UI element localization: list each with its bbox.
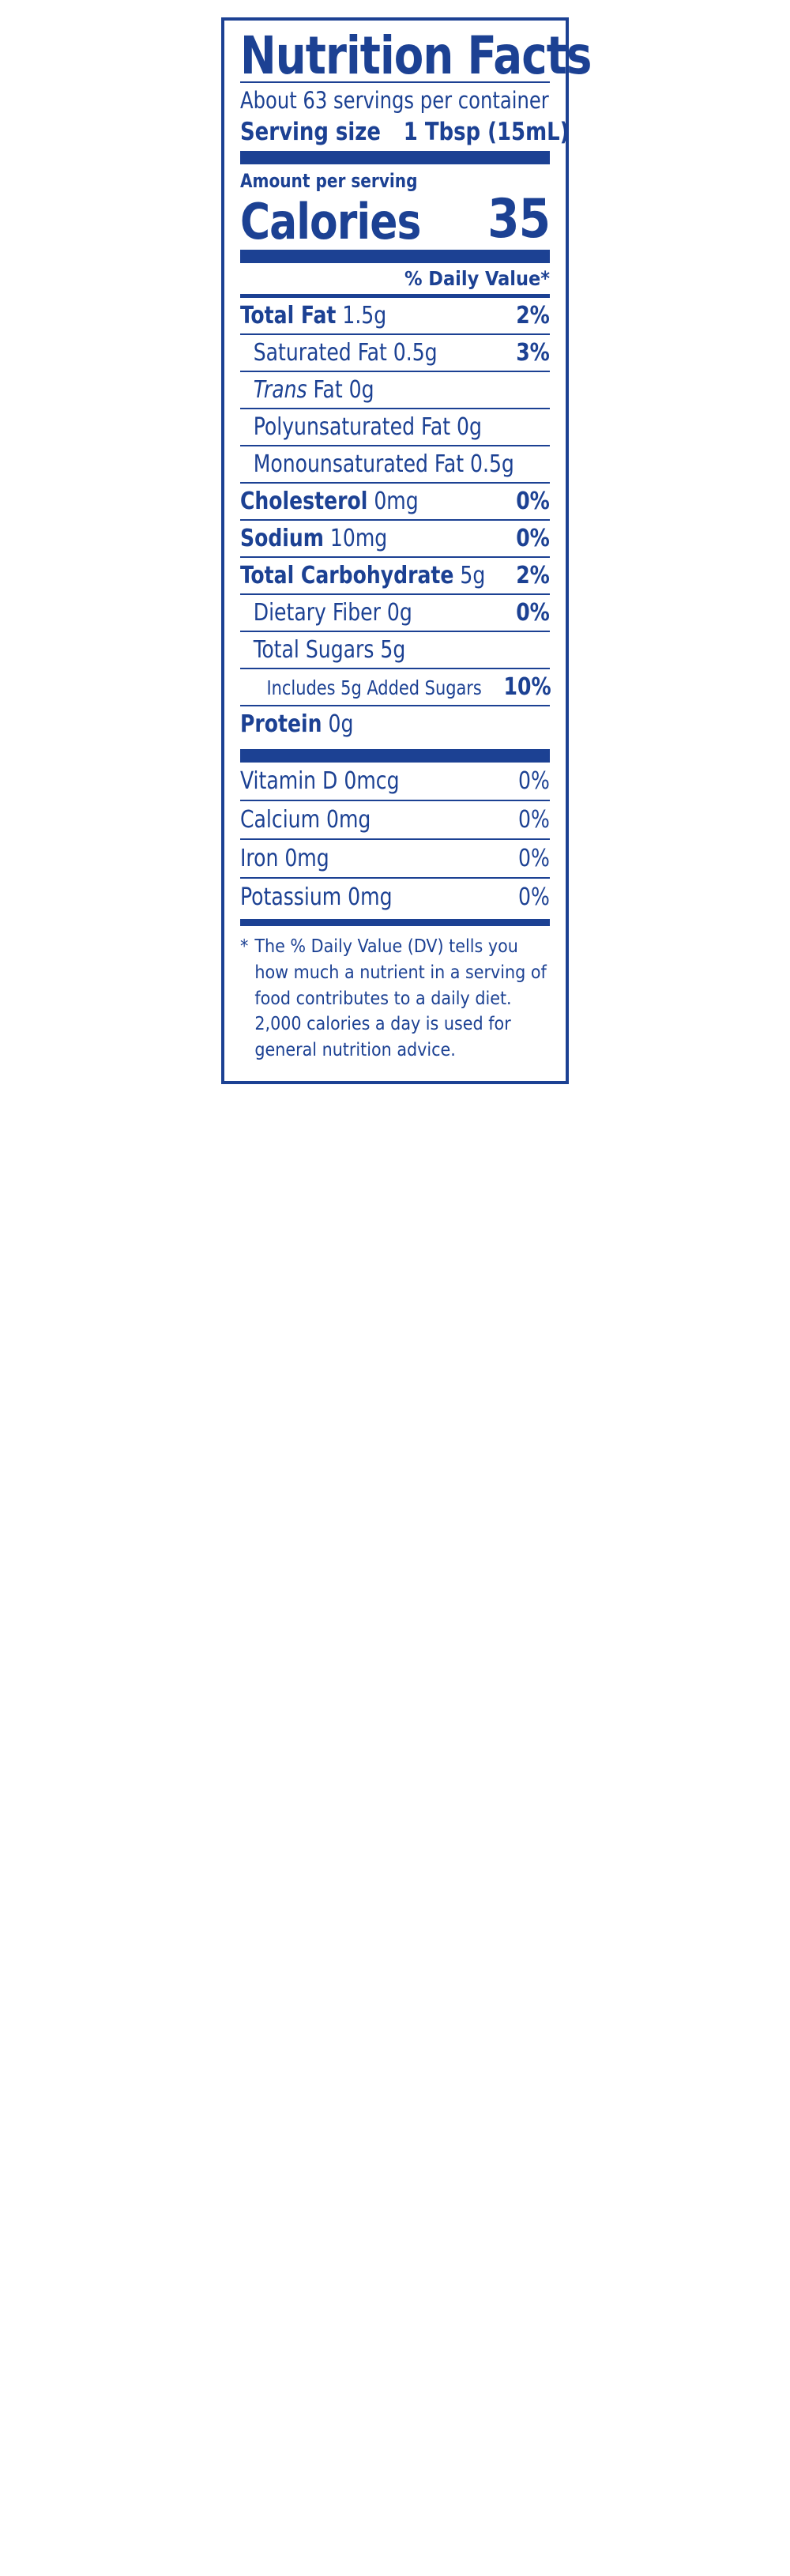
calories-thick-bar xyxy=(240,250,550,264)
calories-row: Calories 35 xyxy=(240,187,551,251)
nutrient-name: Sodium 10mg xyxy=(240,525,388,553)
nutrient-daily-value: 2% xyxy=(516,562,550,590)
nutrient-name: Dietary Fiber 0g xyxy=(253,599,412,627)
nutrient-row: Total Sugars 5g xyxy=(240,631,550,668)
daily-value-header: % Daily Value* xyxy=(404,267,550,291)
vitamin-row: Calcium 0mg 0% xyxy=(240,800,550,838)
calories-label: Calories xyxy=(240,193,421,251)
calories-value: 35 xyxy=(487,187,551,250)
nutrient-daily-value: 10% xyxy=(503,673,551,702)
nutrient-daily-value: 0% xyxy=(516,599,550,627)
title-divider xyxy=(240,81,550,83)
nutrient-name: Total Carbohydrate 5g xyxy=(240,562,486,590)
nutrient-row: Dietary Fiber 0g 0% xyxy=(240,593,550,631)
vitamin-name: Vitamin D 0mcg xyxy=(240,767,400,796)
nutrient-row: Trans Fat 0g xyxy=(240,371,550,408)
nutrient-name: Protein 0g xyxy=(240,710,354,739)
nutrient-name: Total Sugars 5g xyxy=(253,636,406,665)
amount-per-serving-label: Amount per serving xyxy=(240,169,418,192)
nutrient-row: Saturated Fat 0.5g 3% xyxy=(240,333,550,371)
footnote-thick-bar xyxy=(240,919,550,927)
nutrient-name: Polyunsaturated Fat 0g xyxy=(253,413,482,442)
nutrient-list: Total Fat 1.5g 2% Saturated Fat 0.5g 3% Tran… xyxy=(240,294,551,742)
nutrient-daily-value: 3% xyxy=(516,339,550,367)
nutrient-name: Saturated Fat 0.5g xyxy=(253,339,438,367)
vitamin-name: Calcium 0mg xyxy=(240,806,371,834)
nutrient-row: Cholesterol 0mg 0% xyxy=(240,482,550,519)
serving-size-row: Serving size 1 Tbsp (15mL) xyxy=(240,116,570,151)
nutrient-daily-value: 0% xyxy=(516,525,550,553)
footnote-marker: * xyxy=(240,936,249,958)
vitamin-row: Iron 0mg 0% xyxy=(240,838,550,877)
nutrient-name: Cholesterol 0mg xyxy=(240,488,419,516)
nutrient-row: Protein 0g xyxy=(240,705,550,742)
vitamin-daily-value: 0% xyxy=(518,883,550,912)
vitamin-daily-value: 0% xyxy=(518,845,550,873)
nutrient-daily-value: 0% xyxy=(516,488,550,516)
footnote-text: The % Daily Value (DV) tells you how muc… xyxy=(254,936,547,1060)
serving-size-value: 1 Tbsp (15mL) xyxy=(404,117,570,146)
nutrient-name: Trans Fat 0g xyxy=(253,376,374,405)
nutrient-row: Total Carbohydrate 5g 2% xyxy=(240,556,550,593)
footnote: * The % Daily Value (DV) tells you how m… xyxy=(240,926,550,1063)
vitamin-name: Potassium 0mg xyxy=(240,883,393,912)
header-thick-bar xyxy=(240,150,550,164)
page-title: Nutrition Facts xyxy=(240,25,592,86)
nutrient-daily-value: 2% xyxy=(516,302,550,330)
nutrient-row: Sodium 10mg 0% xyxy=(240,519,550,556)
vitamins-thick-bar xyxy=(240,749,550,763)
vitamin-daily-value: 0% xyxy=(518,806,550,834)
vitamin-name: Iron 0mg xyxy=(240,845,329,873)
servings-per-container: About 63 servings per container xyxy=(240,86,549,114)
nutrient-row: Includes 5g Added Sugars 10% xyxy=(240,668,551,705)
nutrient-name: Monounsaturated Fat 0.5g xyxy=(253,450,514,479)
vitamin-row: Vitamin D 0mcg 0% xyxy=(240,763,550,800)
nutrient-row: Monounsaturated Fat 0.5g xyxy=(240,445,550,482)
nutrient-name: Includes 5g Added Sugars xyxy=(266,676,482,700)
vitamin-row: Potassium 0mg 0% xyxy=(240,877,550,916)
vitamin-list: Vitamin D 0mcg 0% Calcium 0mg 0% Iron 0mg 0% P… xyxy=(240,763,550,916)
nutrient-name: Total Fat 1.5g xyxy=(240,302,387,330)
nutrition-facts-panel: Nutrition Facts About 63 servings per co… xyxy=(221,17,592,1084)
vitamin-daily-value: 0% xyxy=(518,767,550,796)
serving-size-label: Serving size xyxy=(240,117,381,146)
nutrient-row: Polyunsaturated Fat 0g xyxy=(240,408,550,445)
nutrient-row: Total Fat 1.5g 2% xyxy=(240,294,550,333)
